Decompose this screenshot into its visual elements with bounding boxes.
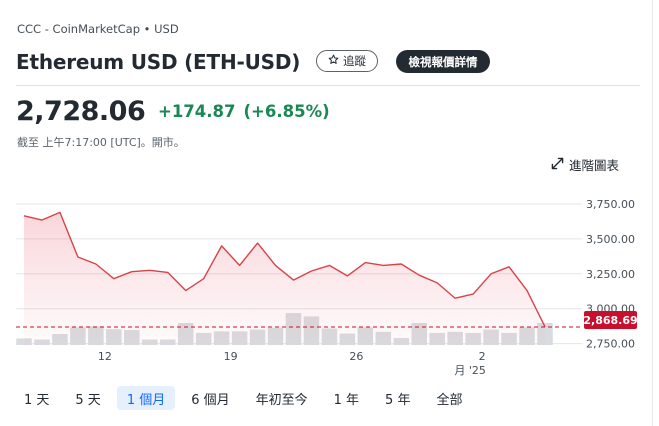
range-option[interactable]: 6 個月 [191,392,230,408]
change-value: +174.87 [158,102,236,121]
y-tick-label: 3,250.00 [586,268,635,281]
page-edge-divider [652,0,653,426]
x-axis-month-label: 月 '25 [454,364,486,377]
price-line [23,211,546,328]
price-chart[interactable]: 3,750.003,500.003,250.003,000.002,750.00… [0,190,650,380]
x-tick-label: 26 [349,350,363,363]
quote-source: CCC - CoinMarketCap • USD [17,22,179,36]
range-option[interactable]: 5 天 [75,392,101,408]
range-option[interactable]: 5 年 [385,392,411,408]
page-title: Ethereum USD (ETH-USD) [16,50,301,74]
advanced-chart-link[interactable]: 進階圖表 [551,155,619,174]
y-tick-label: 2,750.00 [586,338,635,351]
advanced-chart-label: 進階圖表 [569,158,620,173]
market-status: 截至 上午7:17:00 [UTC]。開市。 [17,136,185,149]
range-option[interactable]: 全部 [436,392,463,408]
range-selector: 1 天 5 天 1 個月 6 個月 年初至今 1 年 5 年 全部 [14,386,478,410]
x-tick-label: 2 [479,350,486,363]
y-tick-label: 3,500.00 [586,233,635,246]
quote-details-button[interactable]: 檢視報價詳情 [396,50,490,73]
expand-diagonal-icon [551,157,564,173]
header-divider [16,85,640,86]
range-option[interactable]: 1 年 [333,392,360,408]
follow-label: 追蹤 [343,54,366,68]
range-option[interactable]: 1 天 [24,392,50,408]
range-option[interactable]: 年初至今 [255,392,308,408]
previous-close-tag: 2,868.69 [583,311,638,329]
follow-button[interactable]: 追蹤 [316,50,378,72]
x-tick-label: 19 [224,350,238,363]
range-option[interactable]: 1 個月 [116,386,176,410]
price-area [24,212,545,345]
x-tick-label: 12 [98,350,112,363]
y-tick-label: 3,750.00 [586,198,635,211]
star-outline-icon [328,54,339,68]
change-percent: (+6.85%) [243,102,330,121]
price-change: +174.87 (+6.85%) [158,102,330,121]
current-price: 2,728.06 [16,96,146,127]
